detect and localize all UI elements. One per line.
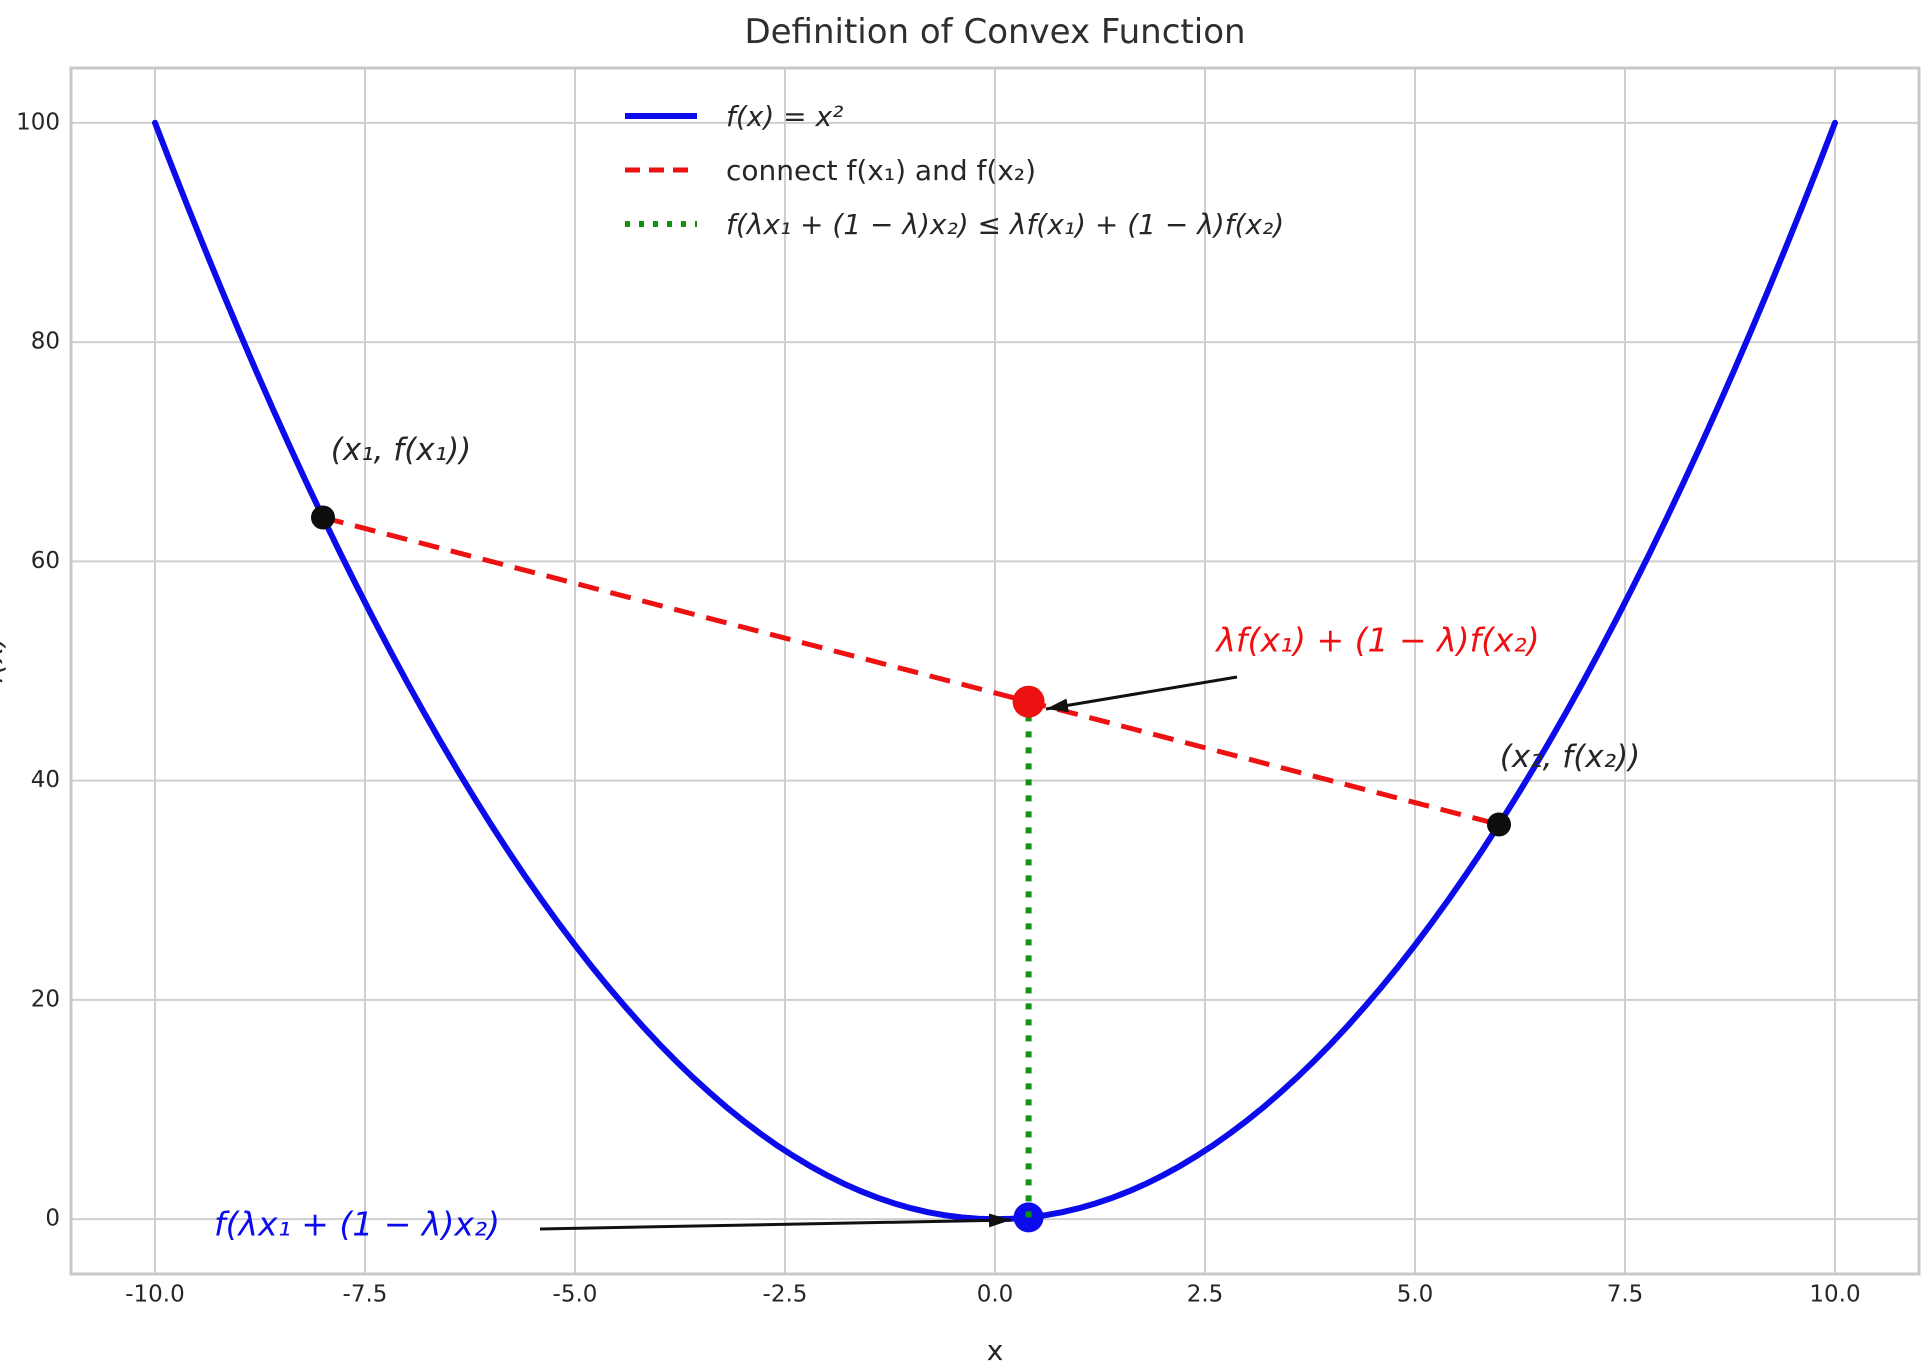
legend: f(x) = x² connect f(x₁) and f(x₂) f(λx₁ … [624,89,1284,251]
x-tick-label: -2.5 [763,1282,808,1308]
y-tick-label: 60 [31,548,60,574]
x2-point-marker [1487,812,1511,837]
y-tick-label: 80 [31,329,60,355]
y-tick-label: 100 [16,109,60,135]
y-tick-label: 40 [31,767,60,793]
annotation-x2: (x₂, f(x₂)) [1499,739,1641,775]
annotation-upper-combination: λf(x₁) + (1 − λ)f(x₂) [1216,620,1540,660]
lower-label-arrow [539,1213,1012,1231]
x1-point-marker [311,505,335,530]
x-tick-label: -10.0 [125,1282,185,1308]
y-tick-label: 20 [31,986,60,1012]
x-tick-label: -7.5 [343,1282,388,1308]
legend-row-chord: connect f(x₁) and f(x₂) [624,143,1284,197]
legend-swatch-dashed-line [625,167,697,173]
legend-label: f(x) = x² [726,99,844,133]
annotation-lower-function-value: f(λx₁ + (1 − λ)x₂) [214,1204,500,1244]
legend-swatch-dotted-line [625,221,697,227]
legend-row-inequality: f(λx₁ + (1 − λ)x₂) ≤ λf(x₁) + (1 − λ)f(x… [624,197,1284,251]
legend-row-function: f(x) = x² [624,89,1284,143]
chord-line [322,515,1500,827]
legend-swatch-solid-line [625,113,697,119]
upper-label-arrow [1045,675,1238,713]
x-tick-label: 7.5 [1607,1282,1644,1308]
legend-label: connect f(x₁) and f(x₂) [726,153,1036,187]
upper-interpolation-point-marker [1012,685,1045,718]
chart-title: Definition of Convex Function [744,12,1246,52]
x-tick-label: 2.5 [1187,1282,1224,1308]
x-tick-label: -5.0 [553,1282,598,1308]
annotation-x1: (x₁, f(x₁)) [330,432,472,468]
legend-label: f(λx₁ + (1 − λ)x₂) ≤ λf(x₁) + (1 − λ)f(x… [726,207,1285,241]
x-tick-label: 10.0 [1809,1282,1860,1308]
y-tick-label: 0 [45,1206,60,1232]
axes-border [69,66,1921,1276]
x-tick-label: 5.0 [1397,1282,1434,1308]
x-tick-label: 0.0 [977,1282,1014,1308]
y-axis-label: f(x) [0,636,9,684]
x-axis-label: x [987,1334,1004,1367]
